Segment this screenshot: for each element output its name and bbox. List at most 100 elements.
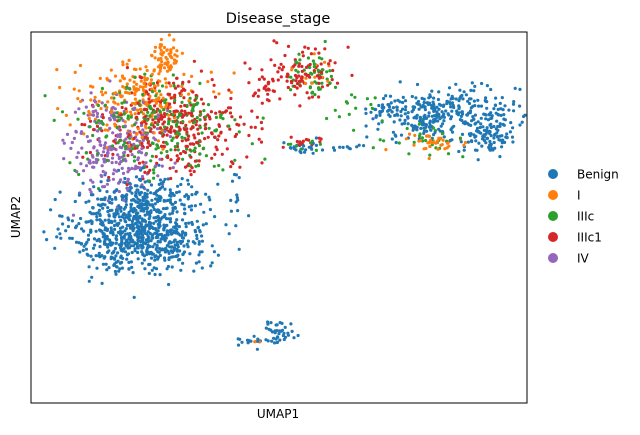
scatter-point-iiic1: [157, 119, 161, 124]
scatter-point-i: [89, 84, 93, 88]
scatter-point-benign: [387, 113, 391, 117]
scatter-point-iv: [84, 105, 88, 109]
scatter-point-benign: [101, 235, 105, 239]
scatter-point-benign: [401, 107, 405, 111]
scatter-point-iiic: [119, 138, 123, 142]
scatter-point-benign: [67, 218, 71, 222]
scatter-point-iiic: [133, 75, 137, 79]
scatter-point-iiic1: [319, 137, 323, 141]
scatter-point-benign: [403, 99, 408, 103]
scatter-point-iiic1: [257, 88, 261, 92]
scatter-point-benign: [440, 110, 444, 114]
scatter-point-iiic1: [189, 127, 193, 131]
scatter-point-iiic: [124, 144, 128, 149]
scatter-point-iiic1: [266, 87, 270, 91]
scatter-point-i: [161, 96, 165, 100]
scatter-point-iiic: [440, 132, 444, 136]
scatter-point-benign: [495, 131, 499, 135]
scatter-point-iiic: [354, 106, 358, 110]
scatter-point-iv: [98, 121, 102, 125]
scatter-point-benign: [479, 116, 483, 120]
scatter-point-benign: [256, 339, 260, 343]
scatter-point-benign: [278, 321, 282, 325]
scatter-point-iiic: [294, 144, 298, 148]
scatter-point-iiic: [147, 179, 151, 183]
scatter-point-iiic1: [88, 150, 92, 155]
scatter-point-benign: [61, 222, 65, 226]
scatter-point-benign: [435, 105, 439, 109]
scatter-point-benign: [469, 106, 473, 110]
scatter-point-iiic: [380, 119, 384, 123]
scatter-point-benign: [270, 330, 274, 334]
scatter-point-iiic: [353, 95, 357, 99]
scatter-point-iv: [122, 151, 126, 155]
scatter-point-iiic1: [143, 135, 148, 139]
scatter-point-benign: [74, 240, 79, 244]
scatter-point-benign: [399, 114, 403, 118]
scatter-point-iiic1: [277, 66, 281, 70]
scatter-point-benign: [484, 96, 488, 100]
scatter-point-benign: [503, 104, 507, 108]
scatter-point-iv: [91, 180, 95, 184]
scatter-point-iv: [108, 118, 112, 122]
scatter-point-iv: [130, 166, 134, 170]
scatter-point-i: [141, 98, 145, 102]
scatter-point-iiic1: [209, 110, 213, 114]
scatter-point-benign: [145, 206, 150, 210]
scatter-point-iiic1: [317, 95, 321, 99]
scatter-point-iiic: [198, 126, 202, 130]
scatter-point-benign: [139, 185, 143, 189]
scatter-point-i: [136, 108, 140, 112]
scatter-point-iv: [95, 111, 100, 116]
scatter-point-benign: [473, 84, 477, 88]
scatter-point-i: [439, 136, 443, 140]
scatter-point-iiic1: [183, 127, 187, 132]
scatter-point-iv: [121, 171, 126, 175]
scatter-point-benign: [125, 257, 129, 261]
scatter-point-benign: [177, 225, 181, 229]
scatter-point-benign: [123, 176, 127, 181]
scatter-point-iiic1: [187, 80, 191, 84]
scatter-point-iv: [111, 147, 115, 151]
scatter-point-iiic1: [300, 75, 304, 79]
scatter-point-iiic1: [159, 114, 163, 119]
scatter-point-i: [159, 48, 163, 52]
scatter-point-benign: [106, 178, 110, 182]
scatter-point-benign: [209, 264, 213, 268]
scatter-point-benign: [147, 271, 151, 275]
scatter-point-iiic: [149, 123, 153, 127]
scatter-point-benign: [450, 130, 455, 134]
scatter-point-benign: [85, 252, 89, 256]
scatter-point-i: [162, 66, 167, 70]
scatter-point-benign: [240, 340, 244, 344]
scatter-point-benign: [406, 111, 410, 115]
scatter-point-iiic1: [190, 119, 194, 123]
scatter-point-benign: [421, 119, 425, 123]
scatter-point-i: [122, 77, 126, 81]
scatter-point-iiic: [60, 110, 65, 114]
scatter-point-benign: [155, 209, 159, 213]
scatter-point-iiic1: [169, 158, 173, 162]
scatter-point-iiic: [176, 130, 180, 134]
scatter-point-iiic1: [125, 183, 129, 187]
scatter-point-benign: [117, 215, 121, 219]
scatter-point-iiic: [212, 164, 216, 168]
scatter-point-iiic1: [83, 123, 87, 127]
scatter-point-iiic1: [167, 81, 171, 85]
scatter-point-iiic: [163, 125, 167, 129]
scatter-point-benign: [332, 148, 337, 152]
scatter-point-benign: [118, 229, 122, 233]
scatter-point-benign: [503, 118, 507, 122]
scatter-point-iiic: [461, 155, 465, 159]
scatter-point-iiic: [125, 85, 129, 89]
scatter-point-benign: [141, 229, 145, 233]
scatter-point-benign: [488, 123, 492, 127]
scatter-point-iiic1: [234, 132, 239, 136]
scatter-point-benign: [104, 262, 108, 266]
scatter-point-iv: [128, 129, 132, 133]
scatter-point-iiic1: [107, 175, 111, 180]
scatter-point-benign: [299, 151, 303, 155]
scatter-point-i: [77, 89, 81, 93]
scatter-point-benign: [153, 255, 157, 259]
scatter-point-benign: [474, 121, 478, 125]
